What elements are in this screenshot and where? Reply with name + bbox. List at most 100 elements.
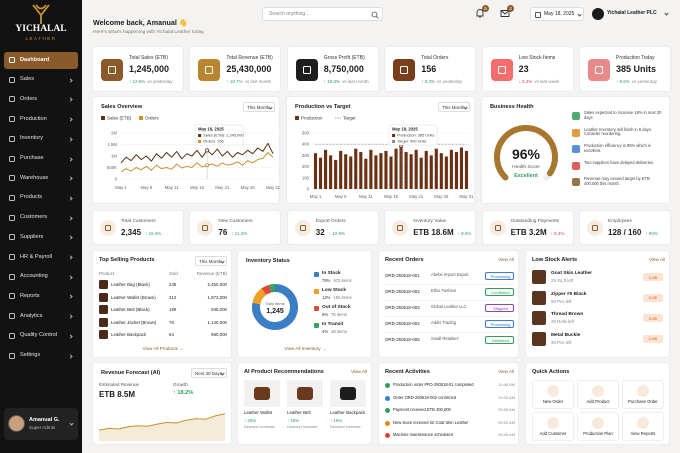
product-shape xyxy=(297,387,313,400)
view-all-link[interactable]: View All Products → xyxy=(142,346,184,351)
x-tick-label: May 21 xyxy=(215,185,230,190)
chevron-icon xyxy=(577,11,582,17)
period-label: This Month xyxy=(442,105,465,110)
status-badge: Shipped xyxy=(485,304,514,312)
nav-item[interactable]: Analytics xyxy=(4,308,78,325)
quick-action-button[interactable]: Add Product xyxy=(577,380,619,409)
bar xyxy=(354,148,358,189)
status-badge: Processing xyxy=(485,272,514,280)
nav-item[interactable]: Purchase xyxy=(4,151,78,168)
view-all-link[interactable]: View All xyxy=(498,369,515,374)
view-all-link[interactable]: View All xyxy=(649,257,666,262)
nav-label: Analytics xyxy=(20,312,43,319)
stat-icon xyxy=(489,220,506,236)
bar xyxy=(359,152,363,189)
tooltip-dot xyxy=(205,163,210,168)
nav-item[interactable]: Orders xyxy=(4,91,78,108)
header-icon-button[interactable]: 3 xyxy=(500,5,514,20)
y-tick-label: 500K xyxy=(107,165,117,170)
period-dropdown[interactable]: This Month xyxy=(243,102,275,112)
stat-card: Export Orders 32 ↑ 12.8% xyxy=(286,210,379,245)
donut-segment xyxy=(269,284,276,293)
quick-action-button[interactable]: Add Customer xyxy=(532,412,574,441)
period-label: This Month xyxy=(247,105,270,110)
tooltip-line: Orders: 156 xyxy=(203,139,224,144)
data-line xyxy=(120,152,274,173)
bar xyxy=(394,148,398,189)
y-tick-label: 0 xyxy=(115,177,118,182)
period-dropdown[interactable]: This Month xyxy=(195,256,227,266)
forecast-line xyxy=(98,413,226,431)
nav-item[interactable]: Suppliers xyxy=(4,229,78,246)
badge-count: 3 xyxy=(509,6,512,11)
chevron-icon xyxy=(68,215,73,221)
legend-swatch xyxy=(101,116,105,120)
tooltip-swatch xyxy=(198,140,202,143)
quick-action-button[interactable]: Production Plan xyxy=(577,412,619,441)
company-selector[interactable]: Yichalal Leather PLC xyxy=(592,6,672,22)
stat-label: Inventory Value xyxy=(413,219,447,224)
legend-swatch xyxy=(295,116,299,120)
nav-item[interactable]: Sales xyxy=(4,72,78,89)
nav-item[interactable]: Warehouse xyxy=(4,170,78,187)
view-all-link[interactable]: View All xyxy=(498,257,515,262)
status-label: Delivered xyxy=(492,337,509,343)
nav-item[interactable]: Production xyxy=(4,111,78,128)
legend-swatch xyxy=(314,272,319,277)
nav-item[interactable]: Quality Control xyxy=(4,328,78,345)
low-badge: Low xyxy=(643,293,663,302)
stat-value-row: 2,345 ↑ 15.4% xyxy=(121,228,161,237)
action-label: Purchase Order xyxy=(628,399,658,404)
bar xyxy=(364,158,368,189)
quick-action-button[interactable]: New Order xyxy=(532,380,574,409)
kpi-label: Total Revenue (ETB) xyxy=(226,55,273,61)
chart-canvas: 96% Health Score Excellent xyxy=(494,125,558,181)
date-picker[interactable]: May 18, 2025 xyxy=(530,7,584,21)
bar xyxy=(419,157,423,189)
nav-item[interactable]: Customers xyxy=(4,210,78,227)
nav-label: Settings xyxy=(20,352,41,358)
tooltip-swatch xyxy=(392,140,396,143)
search-box[interactable]: Search anything... xyxy=(262,7,383,21)
stat-delta: ↑ 11.2% xyxy=(231,231,248,236)
view-all-link[interactable]: View All xyxy=(351,369,368,374)
legend-percent: 4% xyxy=(322,329,329,334)
demand-change: ↑ 25% xyxy=(244,418,257,423)
tooltip-line: Target: 400 Units xyxy=(397,139,426,144)
stat-value: ETB 18.6M xyxy=(413,228,454,237)
y-tick-label: 100 xyxy=(302,175,310,180)
nav-label: HR & Payroll xyxy=(20,253,53,260)
stat-card: New Customers 76 ↑ 11.2% xyxy=(189,210,282,245)
kpi-card: Total Sales (ETB) 1,245,000 ↑ 12.5% vs yest… xyxy=(92,46,184,92)
nav-item[interactable]: Accounting xyxy=(4,269,78,286)
chevron-icon xyxy=(68,137,73,142)
nav-item[interactable]: Settings xyxy=(4,348,78,365)
nav-item[interactable]: HR & Payroll xyxy=(4,249,78,266)
nav-item[interactable]: Dashboard xyxy=(4,52,78,69)
quick-action-button[interactable]: Purchase Order xyxy=(622,380,664,409)
kpi-value: 8,750,000 xyxy=(323,64,364,74)
nav-item[interactable]: Products xyxy=(4,190,78,207)
period-dropdown[interactable]: This Month xyxy=(438,102,470,112)
brand-name: YICHALAL xyxy=(15,24,67,34)
period-dropdown[interactable]: Next 30 Days xyxy=(191,368,227,378)
demand-change: ↑ 18% xyxy=(287,418,300,423)
nav-item[interactable]: Inventory xyxy=(4,131,78,148)
header-icon-button[interactable]: 5 xyxy=(475,5,489,20)
quick-action-button[interactable]: View Reports xyxy=(622,412,664,441)
gauge-value-label: 96% xyxy=(512,146,541,162)
y-tick-label: 1.5M xyxy=(107,142,117,147)
nav-item[interactable]: Reports xyxy=(4,288,78,305)
insight-icon xyxy=(572,161,580,170)
chart-canvas: Total Items 1,245 xyxy=(252,284,298,330)
table-header: Sold xyxy=(169,271,178,276)
company-name: Yichalal Leather PLC xyxy=(607,10,657,16)
legend-detail: 78% 972 items xyxy=(322,278,352,283)
kpi-delta-row: ↑ 18.7% vs last month xyxy=(226,79,271,84)
order-customer: Abebe Import Export xyxy=(431,272,469,277)
view-all-link[interactable]: View All Inventory → xyxy=(284,346,327,351)
user-card[interactable]: Amanual G. Super Admin xyxy=(4,408,78,440)
bar xyxy=(444,156,448,189)
kpi-icon-glyph xyxy=(302,66,311,74)
chevron-icon xyxy=(68,97,73,103)
